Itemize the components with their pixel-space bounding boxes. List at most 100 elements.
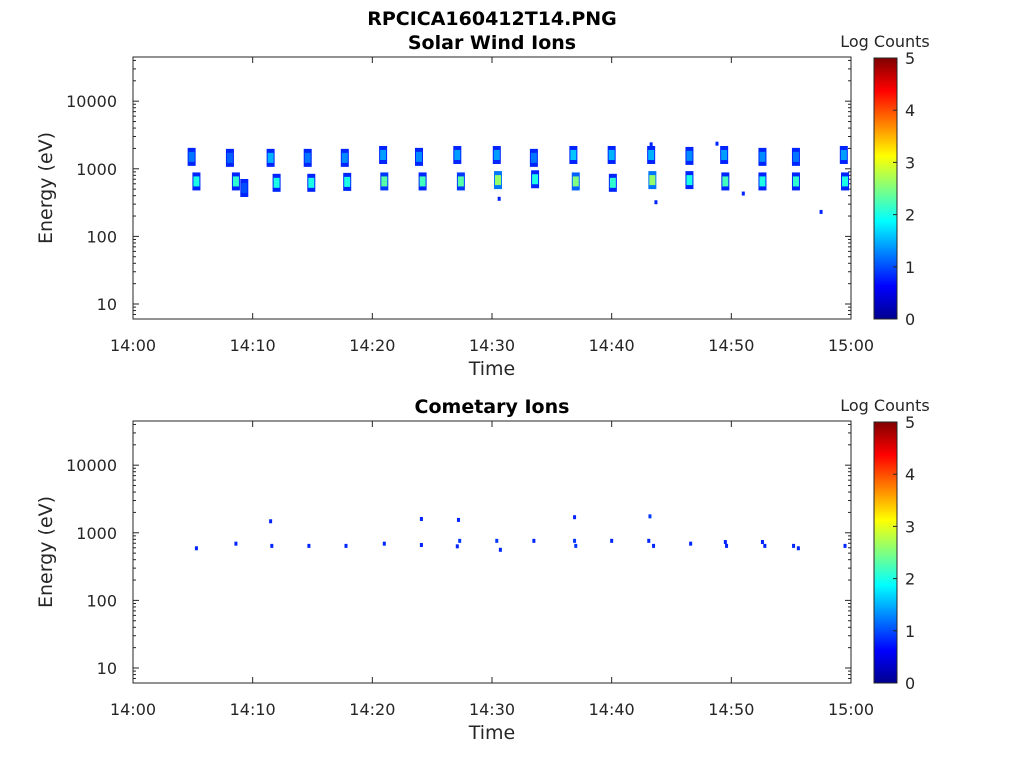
ion-blob — [685, 171, 694, 190]
colorbar-tick-label: 3 — [905, 517, 915, 536]
ion-count-pixel — [344, 543, 348, 548]
ion-count-pixel — [194, 546, 198, 551]
colorbar-ticks-cometary: 0 1 2 3 4 5 — [893, 413, 915, 693]
x-tick-label: 14:30 — [469, 336, 515, 355]
ion-blob-core — [572, 176, 579, 187]
ion-count-pixel — [456, 517, 460, 522]
x-tick-label: 14:00 — [110, 700, 156, 719]
ion-count-pixel — [498, 547, 502, 552]
ion-blob — [266, 148, 275, 167]
colorbar-label-solar-wind: Log Counts — [840, 32, 930, 51]
colorbar-label-cometary: Log Counts — [840, 396, 930, 415]
y-tick-label: 10000 — [66, 456, 117, 475]
ion-count-pixel — [419, 516, 423, 521]
x-tick-label: 14:20 — [349, 336, 395, 355]
ion-blob — [493, 171, 502, 190]
ion-blob — [647, 145, 656, 164]
ion-count-pixel — [647, 538, 651, 543]
y-tick-label: 100 — [86, 227, 117, 246]
ion-blob — [307, 173, 316, 192]
ion-count-pixel — [610, 538, 614, 543]
ion-blob-core — [341, 152, 348, 163]
x-axis-cometary: 14:00 14:10 14:20 14:30 14:40 14:50 15:00 — [110, 421, 874, 719]
ion-blob — [841, 172, 850, 191]
ion-count-pixel — [843, 543, 847, 548]
ion-blob — [571, 172, 580, 191]
x-tick-label: 14:40 — [589, 700, 635, 719]
ion-blob-core — [494, 175, 501, 186]
ion-blob-core — [273, 177, 280, 188]
ion-blob — [303, 148, 312, 167]
ion-count-pixel — [458, 538, 462, 543]
ion-blob-core — [454, 149, 461, 160]
ion-count-pixel — [382, 541, 386, 546]
plot-area-cometary — [132, 420, 852, 684]
ion-count-pixel — [652, 543, 656, 548]
ion-blob-core — [759, 176, 766, 187]
colorbar-tick-label: 4 — [905, 465, 915, 484]
y-tick-label: 1000 — [76, 160, 117, 179]
ion-blob — [685, 146, 694, 165]
ion-blob — [791, 147, 800, 166]
ion-blob — [187, 147, 196, 166]
ion-count-pixel — [741, 191, 745, 196]
ion-blob — [791, 172, 800, 191]
ion-blob — [531, 170, 540, 189]
y-axis-label-cometary: Energy (eV) — [35, 496, 57, 608]
ion-count-pixel — [796, 546, 800, 551]
cometary-panel: Cometary Ions 14:00 14:10 14:20 14:30 14:40 1… — [35, 396, 930, 744]
ion-blob — [379, 145, 388, 164]
ion-blob — [231, 172, 240, 191]
ion-blob — [272, 173, 281, 192]
ion-count-pixel — [269, 519, 273, 524]
ion-count-pixel — [792, 543, 796, 548]
spectrogram-solar-wind — [187, 141, 850, 214]
ion-count-pixel — [715, 141, 719, 146]
ion-blob-core — [241, 182, 248, 193]
ion-count-pixel — [455, 544, 459, 549]
ion-blob-core — [570, 149, 577, 160]
ion-blob-core — [609, 177, 616, 188]
ion-count-pixel — [497, 196, 501, 201]
ion-blob-core — [419, 176, 426, 187]
ion-count-pixel — [574, 543, 578, 548]
x-tick-label: 14:10 — [230, 700, 276, 719]
ion-blob-core — [792, 151, 799, 162]
ion-blob — [648, 171, 657, 190]
x-tick-label: 14:50 — [708, 700, 754, 719]
x-tick-label: 15:00 — [828, 700, 874, 719]
ion-blob — [240, 178, 249, 197]
y-tick-label: 10000 — [66, 92, 117, 111]
ion-blob — [758, 172, 767, 191]
ion-blob-core — [193, 176, 200, 187]
ion-count-pixel — [419, 542, 423, 547]
ion-blob — [415, 147, 424, 166]
y-tick-label: 10 — [97, 659, 117, 678]
ion-blob-core — [608, 149, 615, 160]
ion-blob-core — [493, 149, 500, 160]
ion-blob — [607, 145, 616, 164]
solar-wind-panel: Solar Wind Ions 14:00 14:10 14:20 14:30 14:4… — [35, 32, 930, 380]
ion-blob-core — [721, 149, 728, 160]
ion-blob-core — [226, 152, 233, 163]
ion-blob — [340, 148, 349, 167]
ion-blob-core — [344, 176, 351, 187]
colorbar-tick-label: 1 — [905, 258, 915, 277]
colorbar-tick-label: 3 — [905, 153, 915, 172]
ion-blob — [839, 145, 848, 164]
colorbar-tick-label: 5 — [905, 49, 915, 68]
colorbar-solar-wind — [873, 57, 898, 320]
ion-blob — [343, 172, 352, 191]
ion-blob-core — [304, 152, 311, 163]
ion-blob-core — [380, 149, 387, 160]
colorbar-tick-label: 5 — [905, 413, 915, 432]
ion-count-pixel — [760, 540, 764, 545]
x-tick-label: 15:00 — [828, 336, 874, 355]
ion-count-pixel — [573, 515, 577, 520]
ion-blob — [456, 172, 465, 191]
ion-blob — [569, 145, 578, 164]
ion-count-pixel — [763, 543, 767, 548]
plot-area-solar-wind — [132, 56, 852, 320]
ion-count-pixel — [725, 543, 729, 548]
ion-blob — [721, 172, 730, 191]
